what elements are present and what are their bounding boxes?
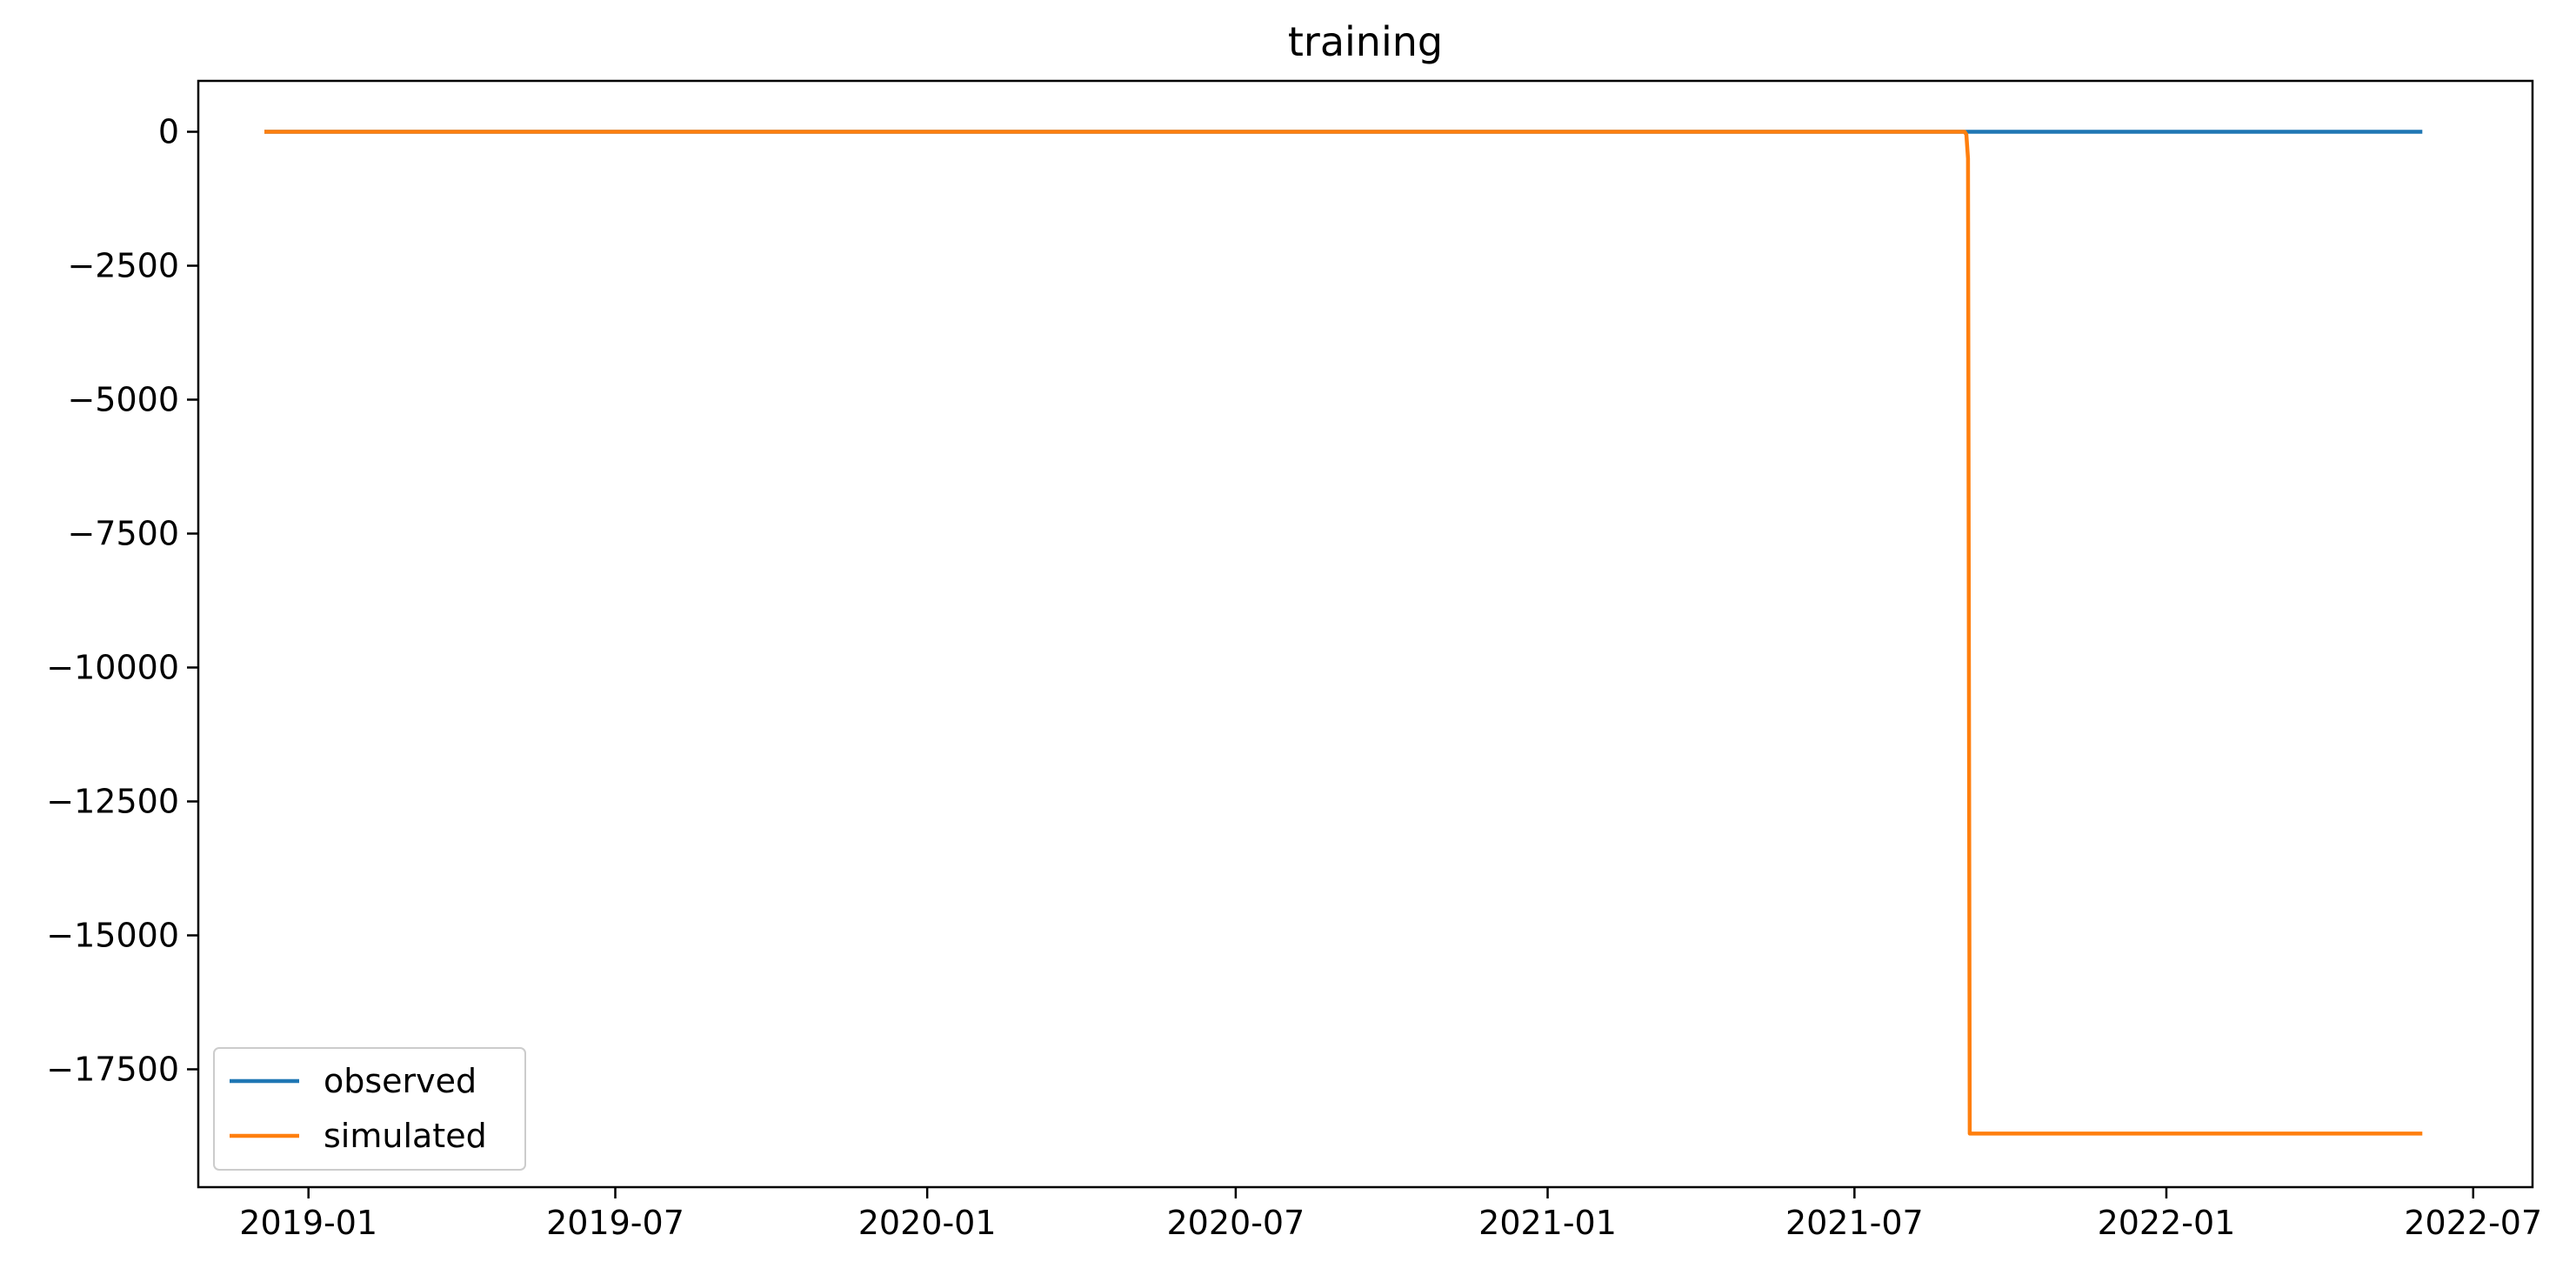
legend-label-observed: observed (324, 1062, 477, 1100)
y-tick-label: −12500 (46, 782, 179, 820)
y-tick-label: −10000 (46, 648, 179, 686)
series-line-simulated (264, 130, 2423, 1136)
x-tick-label: 2019-07 (546, 1204, 684, 1242)
y-axis: 0 −2500 −5000 −7500 −10000 −12500 −15000 −17500 (46, 113, 198, 1088)
y-tick-label: −2500 (67, 247, 179, 285)
legend-box (213, 1047, 526, 1171)
x-tick-label: 2021-01 (1478, 1204, 1617, 1242)
x-tick-label: 2021-07 (1785, 1204, 1924, 1242)
y-tick-label: 0 (158, 113, 179, 151)
y-tick-label: −15000 (46, 916, 179, 954)
x-tick-label: 2020-01 (858, 1204, 997, 1242)
x-tick-label: 2019-01 (239, 1204, 377, 1242)
x-tick-label: 2022-07 (2404, 1204, 2542, 1242)
plot-area (197, 79, 2534, 1189)
y-tick-label: −7500 (67, 515, 179, 553)
series-layer (264, 130, 2423, 1136)
x-tick-label: 2022-01 (2098, 1204, 2236, 1242)
x-tick-label: 2020-07 (1166, 1204, 1305, 1242)
x-axis: 2019-01 2019-07 2020-01 2020-07 2021-01 2021-… (239, 1187, 2542, 1242)
y-tick-label: −17500 (46, 1050, 179, 1088)
legend-label-simulated: simulated (324, 1117, 487, 1155)
chart-title: training (1288, 18, 1443, 65)
legend: observed simulated (213, 1047, 526, 1171)
y-tick-label: −5000 (67, 381, 179, 419)
